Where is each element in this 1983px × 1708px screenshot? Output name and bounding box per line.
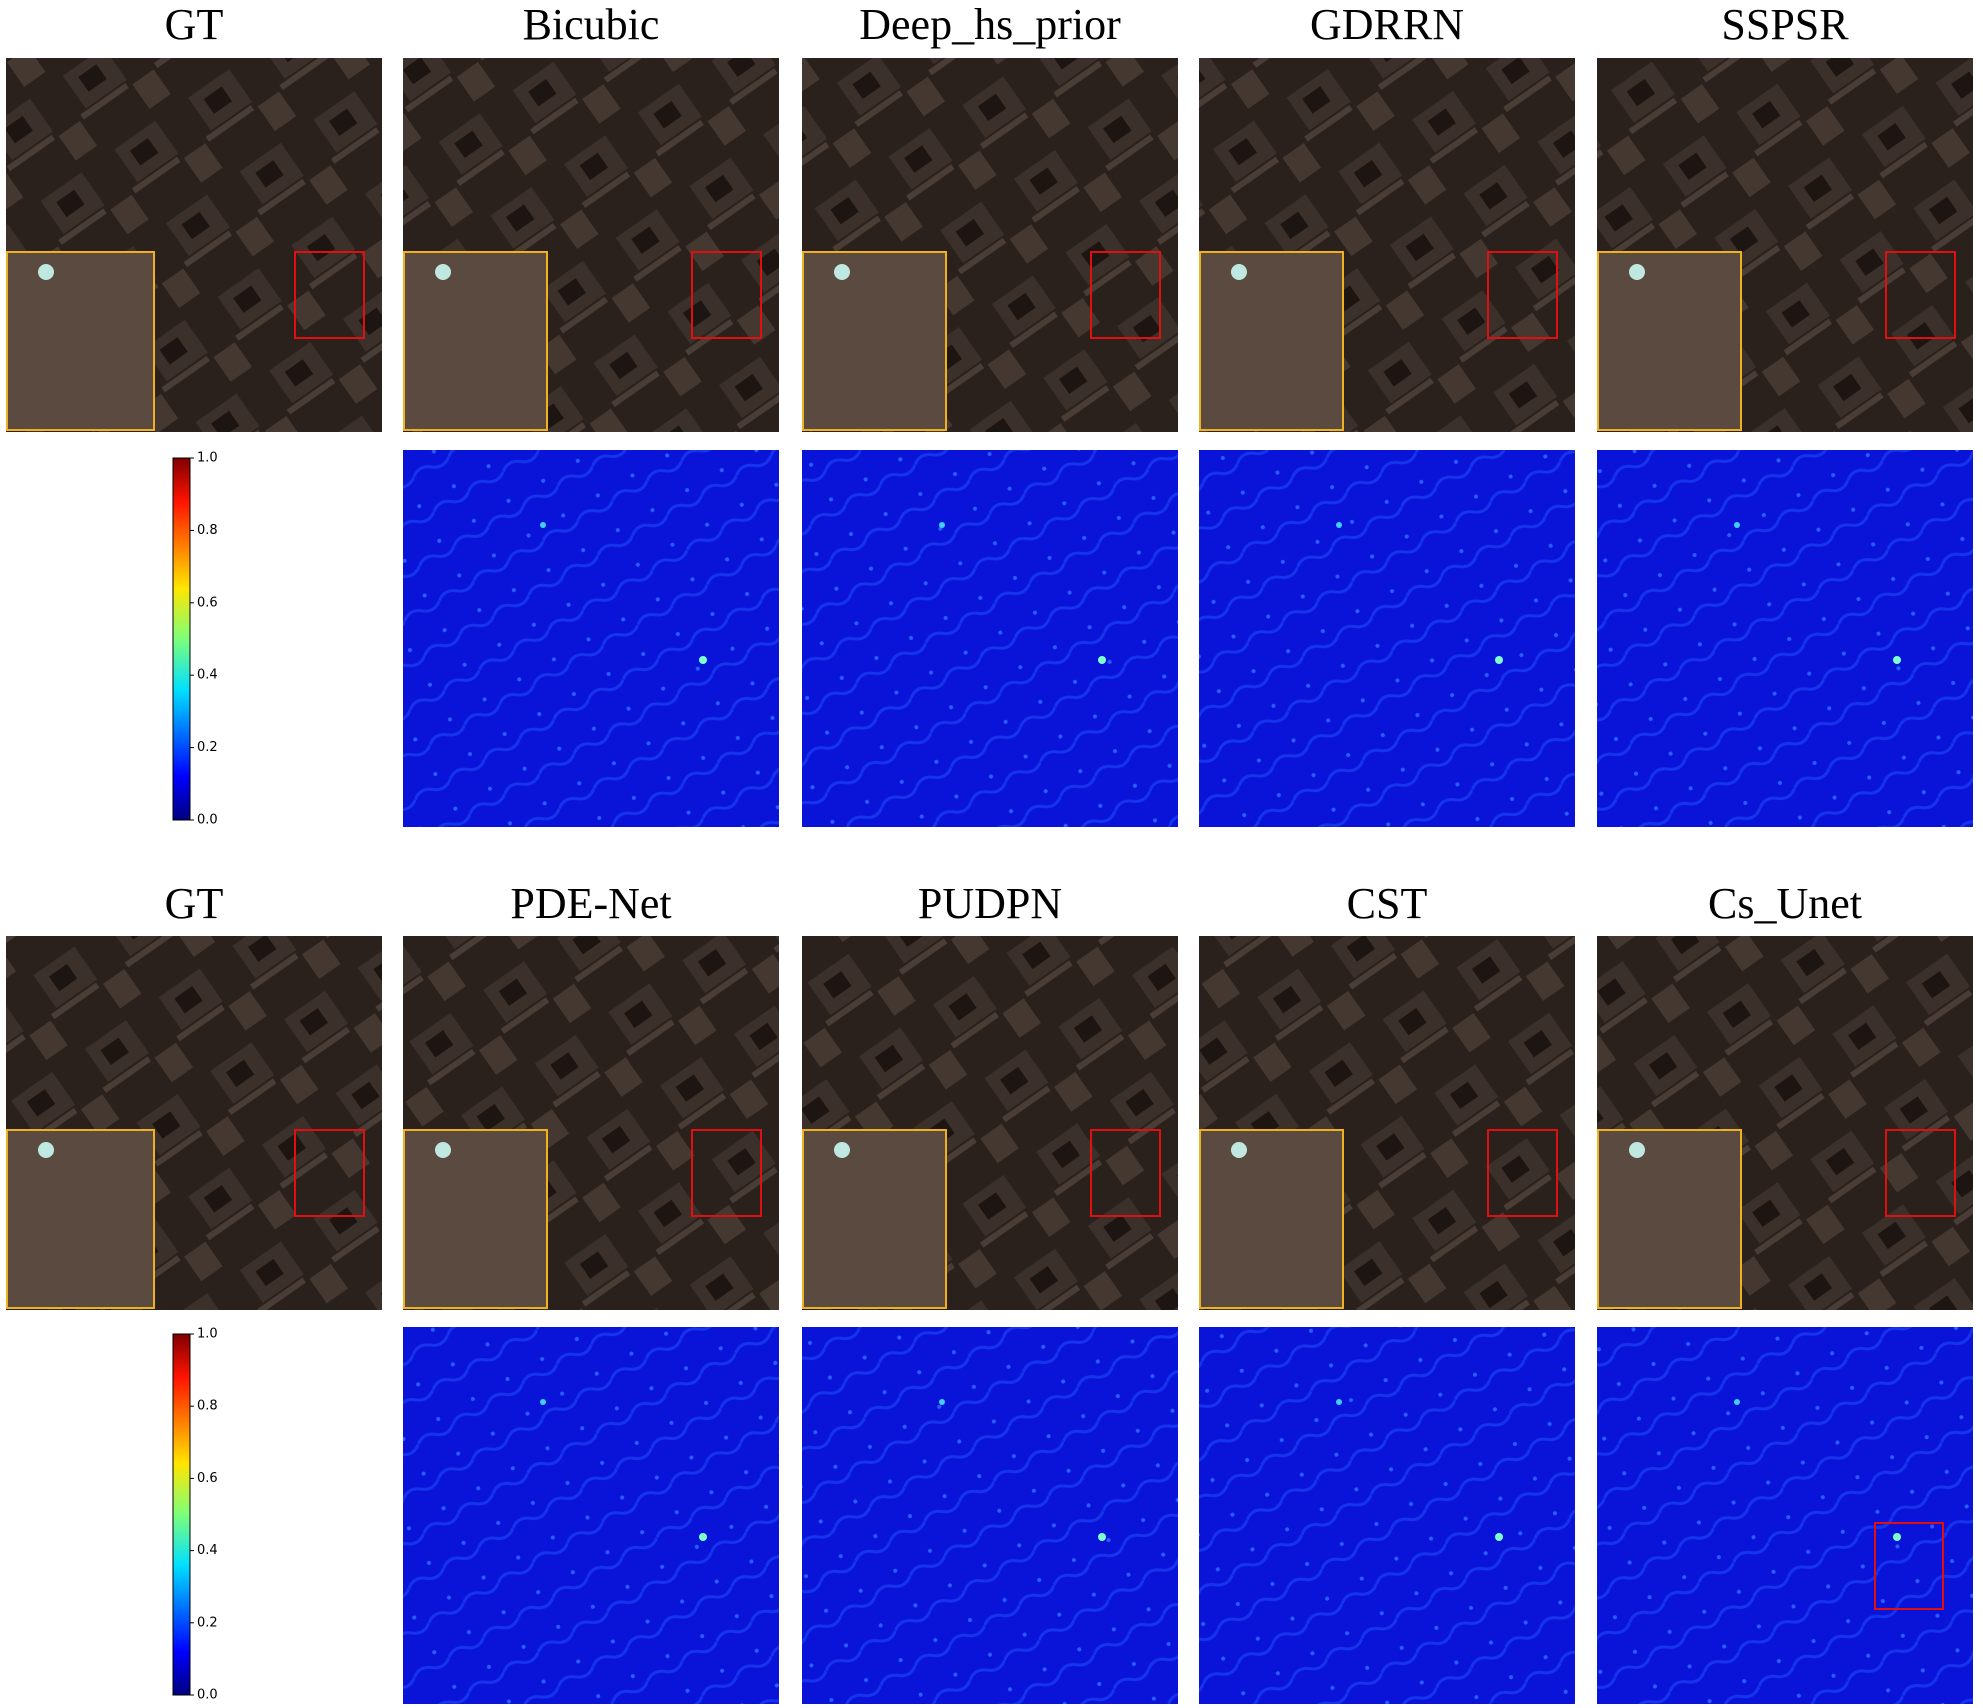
bright-spot bbox=[834, 264, 850, 280]
colorbar-tick-label: 0.2 bbox=[197, 740, 218, 755]
bright-spot bbox=[1629, 1142, 1645, 1158]
zoom-inset bbox=[6, 251, 155, 431]
roi-box bbox=[691, 1129, 762, 1217]
bright-spot bbox=[435, 1142, 451, 1158]
roi-box bbox=[1885, 251, 1956, 339]
colorbar-tick-label: 0.0 bbox=[197, 813, 218, 828]
zoom-inset bbox=[1597, 1129, 1742, 1309]
bright-spot bbox=[38, 264, 54, 280]
roi-box bbox=[1487, 1129, 1558, 1217]
colorbar-tick-label: 1.0 bbox=[197, 1327, 218, 1342]
colorbar bbox=[172, 457, 191, 821]
roi-box bbox=[1090, 1129, 1161, 1217]
zoom-inset bbox=[1597, 251, 1742, 431]
colorbar bbox=[172, 1333, 191, 1696]
error-hotspot bbox=[540, 1399, 546, 1405]
panel-title: PUDPN bbox=[918, 879, 1062, 928]
colorbar-tick-label: 0.8 bbox=[197, 523, 218, 538]
colorbar-tick-label: 0.4 bbox=[197, 1543, 218, 1558]
error-map bbox=[403, 450, 779, 827]
bright-spot bbox=[1629, 264, 1645, 280]
bright-spot bbox=[38, 1142, 54, 1158]
error-hotspot bbox=[1336, 522, 1342, 528]
error-map bbox=[1597, 450, 1973, 827]
bright-spot bbox=[834, 1142, 850, 1158]
roi-box bbox=[1090, 251, 1161, 339]
error-hotspot bbox=[1893, 656, 1901, 664]
error-map bbox=[1199, 450, 1575, 827]
error-map bbox=[1597, 1327, 1973, 1704]
error-hotspot bbox=[699, 1533, 707, 1541]
bright-spot bbox=[435, 264, 451, 280]
error-hotspot bbox=[1734, 522, 1740, 528]
zoom-inset bbox=[6, 1129, 155, 1309]
roi-box bbox=[294, 251, 365, 339]
panel-title: Deep_hs_prior bbox=[859, 0, 1121, 49]
zoom-inset bbox=[802, 1129, 947, 1309]
colorbar-tick-label: 0.4 bbox=[197, 668, 218, 683]
zoom-inset bbox=[1199, 251, 1344, 431]
error-hotspot bbox=[939, 522, 945, 528]
error-hotspot bbox=[1336, 1399, 1342, 1405]
error-hotspot bbox=[1734, 1399, 1740, 1405]
error-hotspot bbox=[1495, 656, 1503, 664]
zoom-inset bbox=[1199, 1129, 1344, 1309]
error-hotspot bbox=[939, 1399, 945, 1405]
panel-title: PDE-Net bbox=[510, 879, 671, 928]
colorbar-tick-label: 1.0 bbox=[197, 451, 218, 466]
error-map bbox=[403, 1327, 779, 1704]
error-hotspot bbox=[1098, 1533, 1106, 1541]
error-hotspot bbox=[540, 522, 546, 528]
colorbar-tick-label: 0.6 bbox=[197, 1471, 218, 1486]
error-map bbox=[1199, 1327, 1575, 1704]
error-map bbox=[802, 1327, 1178, 1704]
error-hotspot bbox=[1893, 1533, 1901, 1541]
panel-title: SSPSR bbox=[1721, 0, 1849, 49]
colorbar-tick-label: 0.0 bbox=[197, 1688, 218, 1703]
colorbar-tick-label: 0.2 bbox=[197, 1615, 218, 1630]
panel-title: GT bbox=[165, 0, 224, 49]
error-hotspot bbox=[1098, 656, 1106, 664]
zoom-inset bbox=[802, 251, 947, 431]
panel-title: GDRRN bbox=[1310, 0, 1464, 49]
error-hotspot bbox=[699, 656, 707, 664]
error-map bbox=[802, 450, 1178, 827]
zoom-inset bbox=[403, 251, 548, 431]
roi-box bbox=[294, 1129, 365, 1217]
zoom-inset bbox=[403, 1129, 548, 1309]
panel-title: GT bbox=[165, 879, 224, 928]
error-hotspot bbox=[1495, 1533, 1503, 1541]
panel-title: Cs_Unet bbox=[1708, 879, 1862, 928]
panel-title: Bicubic bbox=[523, 0, 660, 49]
roi-box bbox=[1487, 251, 1558, 339]
roi-box bbox=[1874, 1522, 1944, 1610]
roi-box bbox=[1885, 1129, 1956, 1217]
roi-box bbox=[691, 251, 762, 339]
colorbar-tick-label: 0.6 bbox=[197, 595, 218, 610]
colorbar-tick-label: 0.8 bbox=[197, 1399, 218, 1414]
bright-spot bbox=[1231, 264, 1247, 280]
panel-title: CST bbox=[1347, 879, 1428, 928]
bright-spot bbox=[1231, 1142, 1247, 1158]
